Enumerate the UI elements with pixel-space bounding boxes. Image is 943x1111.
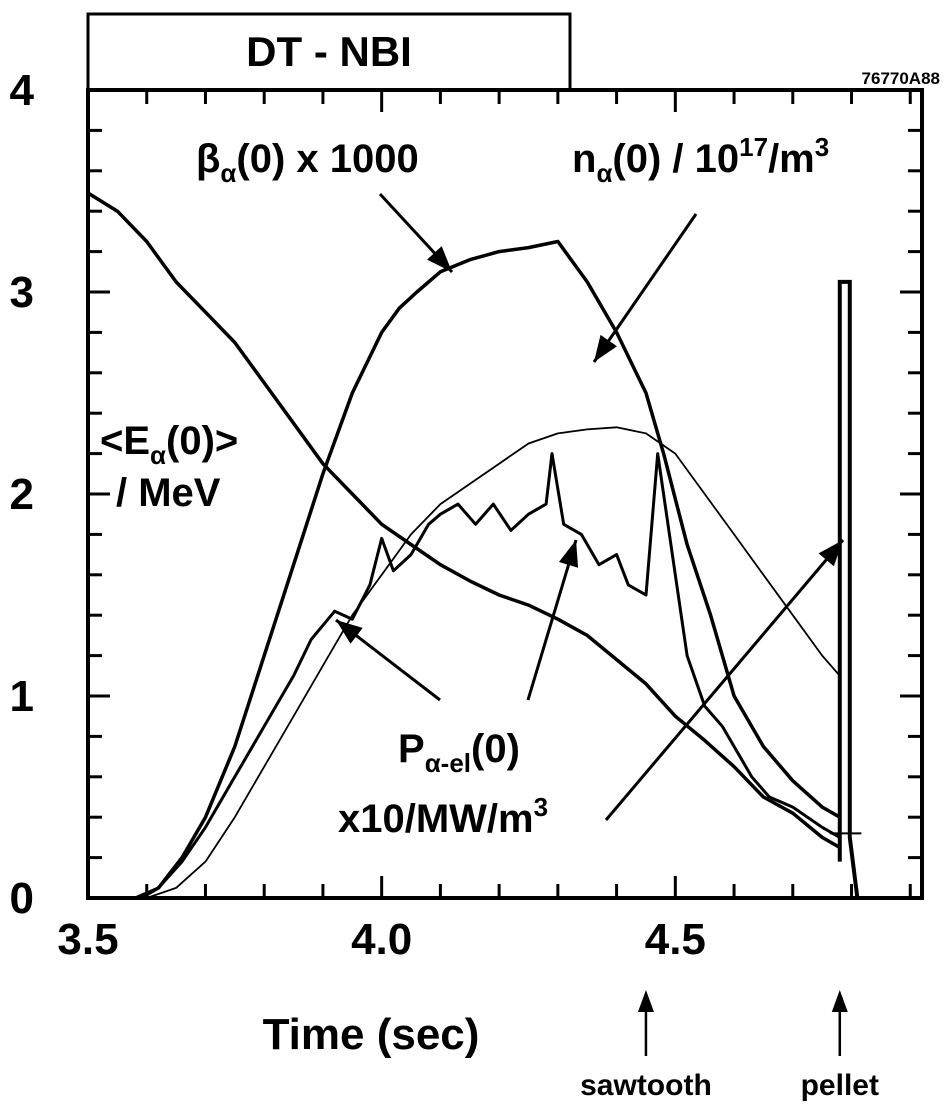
marker-label-pellet: pellet xyxy=(801,1069,879,1102)
tick-labels-group: 3.5 4.0 4.5 0 1 2 3 4 xyxy=(10,66,706,964)
beta-arrow-head xyxy=(427,246,452,272)
p-alpha-label: Pα-el(0) xyxy=(398,727,520,778)
p-alpha-label-units: x10/MW/m3 xyxy=(338,792,548,841)
marker-arrow-head-sawtooth xyxy=(637,990,654,1012)
e-alpha-label: <Eα(0)> xyxy=(100,419,238,470)
p-arrow-2-head xyxy=(558,540,579,568)
x-axis-label: Time (sec) xyxy=(263,1010,480,1059)
y-tick-label: 3 xyxy=(10,268,34,317)
x-tick-label: 4.5 xyxy=(645,915,706,964)
series-n_alpha xyxy=(146,426,841,899)
p-arrow-3 xyxy=(604,539,845,821)
series-group xyxy=(87,191,862,900)
ticks-group xyxy=(86,88,922,900)
marker-label-sawtooth: sawtooth xyxy=(580,1069,712,1102)
y-tick-label: 0 xyxy=(10,874,34,923)
n-alpha-label: nα(0) / 1017/m3 xyxy=(572,132,829,188)
p-arrow-1-head xyxy=(336,620,363,644)
series-P_alpha_el xyxy=(134,452,841,900)
p-arrow-3-head xyxy=(818,540,843,567)
pellet-spike xyxy=(837,279,860,899)
e-alpha-label-units: / MeV xyxy=(116,471,221,515)
marker-arrow-head-pellet xyxy=(831,990,848,1012)
series-E_alpha xyxy=(87,191,841,850)
beta-label: βα(0) x 1000 xyxy=(196,137,419,188)
markers-group: sawtooth pellet xyxy=(580,990,879,1102)
series-beta xyxy=(140,239,841,900)
y-tick-label: 1 xyxy=(10,672,34,721)
y-tick-label: 2 xyxy=(10,470,34,519)
title-box xyxy=(86,12,572,92)
x-tick-label: 3.5 xyxy=(57,915,118,964)
arrows-group xyxy=(335,192,845,821)
p-arrow-2 xyxy=(526,539,578,701)
n-alpha-arrow xyxy=(592,213,698,363)
figure-code: 76770A88 xyxy=(862,69,940,88)
n-alpha-arrow-head xyxy=(594,334,617,362)
x-tick-label: 4.0 xyxy=(351,915,412,964)
chart-title: DT - NBI xyxy=(246,28,412,75)
y-tick-label: 4 xyxy=(10,66,35,115)
